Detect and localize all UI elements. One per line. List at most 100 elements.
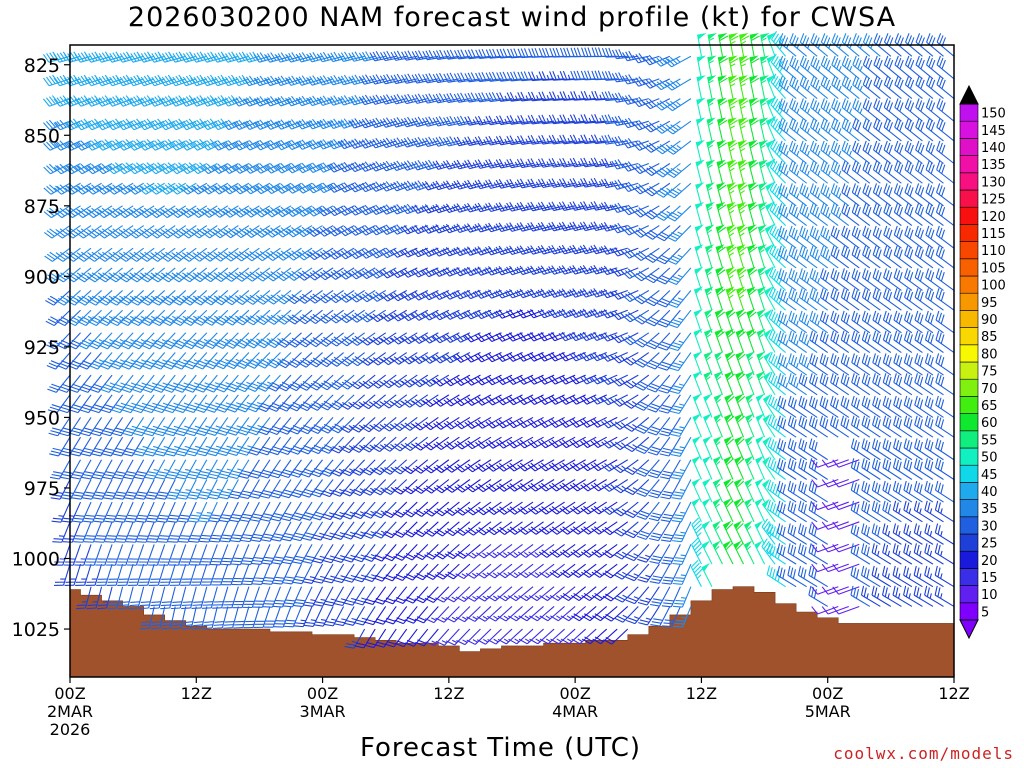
wind-barb — [117, 563, 134, 586]
wind-barb — [754, 498, 766, 523]
wind-barb — [51, 501, 71, 523]
wind-barb — [69, 417, 92, 437]
wind-barb — [391, 352, 418, 365]
wind-barb — [414, 563, 439, 581]
wind-barb — [49, 459, 71, 480]
wind-barb — [635, 436, 660, 454]
wind-barb — [496, 521, 523, 536]
wind-barb — [632, 140, 660, 151]
x-tick-label: 12Z — [433, 684, 464, 703]
wind-barb — [506, 479, 534, 492]
wind-barb — [548, 221, 576, 232]
wind-barb — [517, 501, 544, 515]
wind-barb — [702, 478, 713, 503]
wind-barb — [432, 267, 460, 277]
wind-barb — [401, 374, 429, 388]
wind-barb — [733, 520, 745, 545]
wind-barb — [671, 459, 692, 480]
wind-barb — [759, 55, 770, 79]
wind-barb — [466, 586, 492, 602]
wind-barb — [613, 586, 639, 603]
wind-barb — [518, 586, 544, 602]
wind-barb — [485, 179, 513, 189]
wind-barb — [705, 159, 716, 184]
wind-barb — [757, 266, 767, 291]
wind-barb — [268, 417, 292, 435]
wind-barb — [560, 606, 587, 622]
wind-barb — [474, 309, 502, 320]
wind-barb — [474, 246, 502, 256]
wind-barb — [496, 48, 523, 59]
wind-barb — [129, 290, 155, 306]
wind-barb — [444, 521, 471, 537]
wind-barb — [717, 55, 728, 79]
wind-barb — [91, 436, 113, 457]
wind-barb — [485, 501, 513, 516]
colorbar-cell — [959, 258, 979, 277]
wind-barb — [411, 267, 439, 278]
wind-barb — [548, 308, 576, 319]
wind-barb — [658, 394, 681, 414]
wind-barb — [727, 97, 739, 122]
wind-barb — [612, 459, 639, 474]
wind-barb — [49, 436, 71, 457]
wind-barb — [276, 352, 302, 369]
wind-barb — [475, 479, 502, 493]
wind-barb — [691, 478, 702, 503]
wind-barb — [672, 521, 692, 543]
wind-barb — [638, 606, 660, 626]
wind-barb — [770, 138, 787, 164]
wind-barb — [190, 563, 208, 586]
wind-barb — [496, 71, 523, 82]
wind-barb — [400, 203, 429, 215]
wind-barb — [411, 50, 439, 61]
wind-barb — [549, 521, 576, 535]
wind-barb — [539, 606, 565, 622]
wind-barb — [647, 394, 671, 413]
wind-barb — [734, 393, 746, 418]
wind-barb — [659, 417, 681, 437]
wind-barb — [559, 91, 586, 101]
wind-barb — [496, 501, 523, 515]
wind-barb — [486, 543, 513, 559]
wind-barb — [695, 117, 706, 142]
wind-barb — [747, 244, 758, 269]
wind-barb — [715, 224, 727, 249]
y-tick-label: 1000 — [12, 549, 60, 571]
wind-barb — [650, 586, 671, 607]
wind-barb — [348, 267, 376, 280]
credit-text[interactable]: coolwx.com/models — [833, 744, 1014, 763]
wind-barb — [612, 436, 639, 451]
wind-barb — [624, 479, 650, 496]
wind-barb — [601, 501, 629, 515]
wind-barb — [569, 221, 597, 232]
wind-barb — [322, 563, 345, 584]
wind-barb — [96, 563, 113, 586]
wind-barb — [744, 455, 755, 480]
wind-barb — [298, 417, 323, 435]
wind-barb — [329, 394, 355, 411]
wind-barb — [243, 606, 260, 629]
wind-barb — [655, 225, 681, 242]
wind-barb — [393, 544, 418, 561]
wind-barb — [249, 501, 271, 522]
wind-barb — [611, 135, 639, 147]
wind-barb — [569, 157, 597, 168]
wind-barb — [138, 563, 155, 586]
wind-barb — [601, 479, 629, 492]
wind-barb — [716, 159, 727, 184]
wind-barb — [299, 459, 324, 478]
wind-barb — [733, 540, 745, 565]
wind-barb — [671, 501, 692, 523]
wind-barb — [743, 540, 755, 565]
wind-barb — [299, 436, 323, 455]
wind-barb — [614, 606, 639, 623]
wind-barb — [291, 544, 313, 565]
wind-barb — [632, 205, 660, 218]
wind-barb — [622, 309, 650, 323]
wind-barb — [370, 332, 397, 346]
wind-barb — [95, 544, 113, 566]
wind-barb — [178, 521, 197, 543]
wind-barb — [746, 286, 757, 311]
